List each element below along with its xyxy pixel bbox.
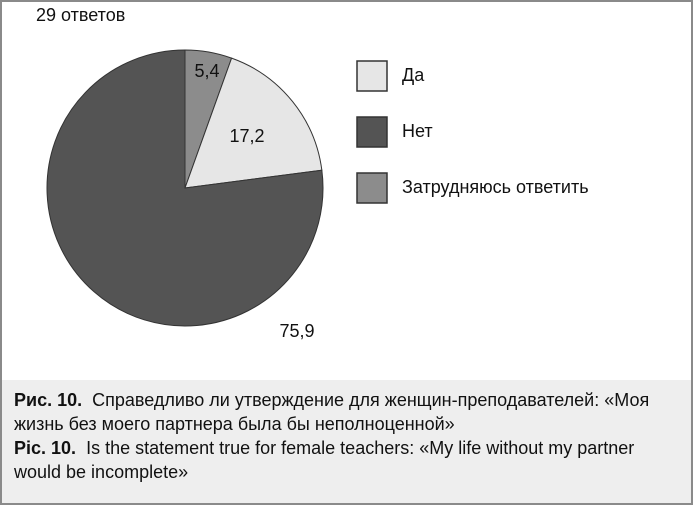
chart-subtitle: 29 ответов	[36, 5, 125, 25]
legend-swatch	[356, 116, 388, 148]
data-label: 5,4	[194, 61, 219, 81]
pie-slice	[46, 49, 324, 327]
caption-label: Рис. 10.	[14, 390, 83, 410]
legend-label: Нет	[402, 121, 433, 141]
data-label: 17,2	[229, 126, 264, 146]
caption: Рис. 10. Справедливо ли утверждение для …	[2, 380, 691, 503]
legend-swatch	[356, 172, 388, 204]
caption-text: Is the statement true for female teacher…	[14, 438, 635, 482]
caption-label: Pic. 10.	[14, 438, 77, 458]
chart: 29 ответов 17,2 75,9 5,4 Да Нет Затрудняюсь о…	[36, 5, 589, 341]
legend-swatch	[356, 60, 388, 92]
data-label: 75,9	[279, 321, 314, 341]
caption-text: Справедливо ли утверждение для женщин-пр…	[14, 390, 650, 434]
legend-label: Да	[402, 65, 425, 85]
pie-slice	[184, 57, 323, 189]
legend-label: Затрудняюсь ответить	[402, 177, 589, 197]
